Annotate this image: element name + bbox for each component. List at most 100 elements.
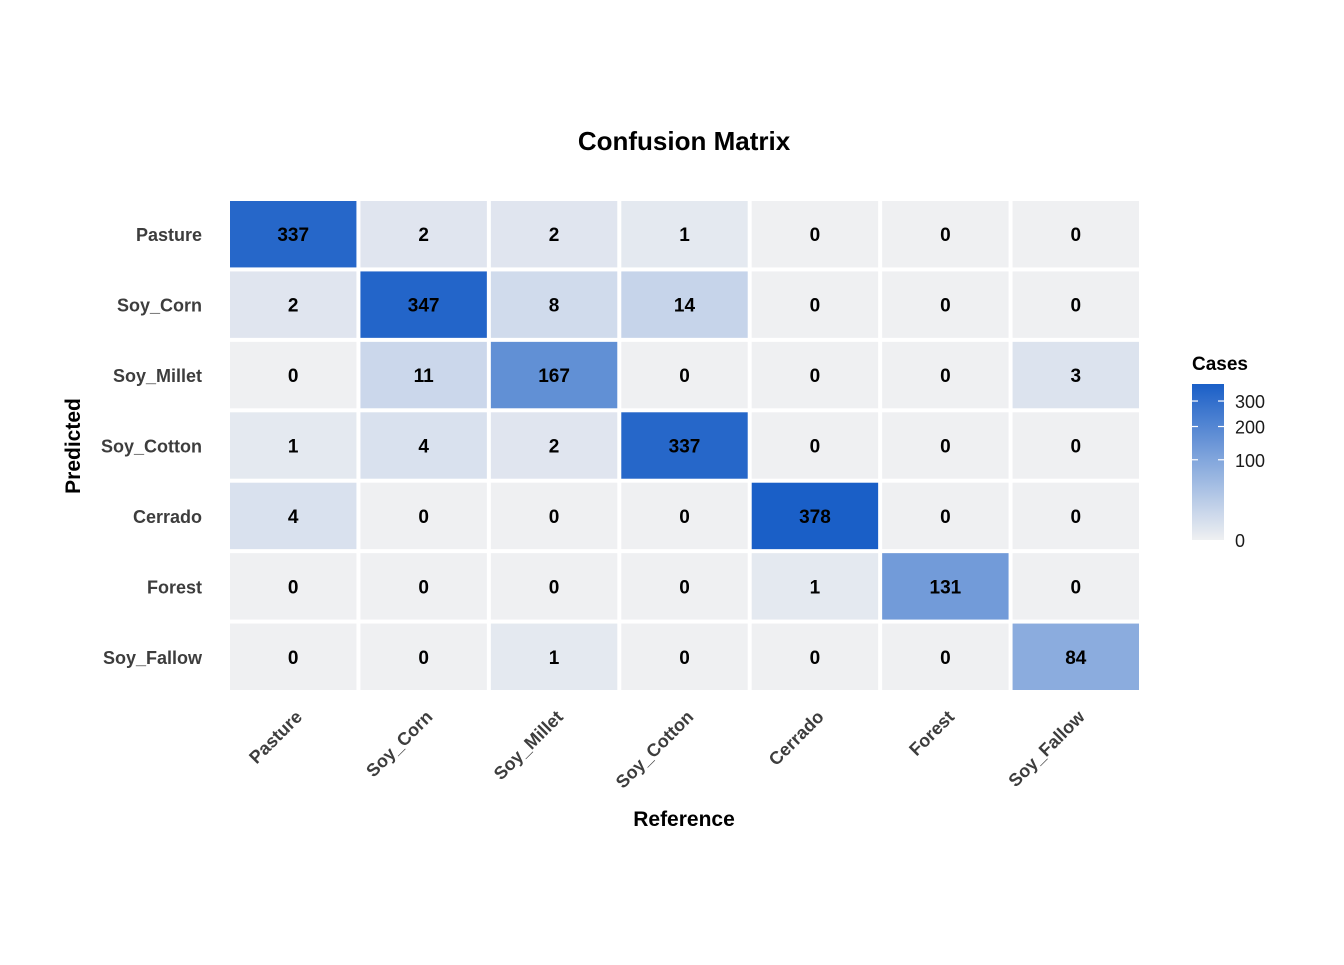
- x-tick-label: Pasture: [245, 707, 306, 768]
- cell-value-label: 0: [940, 507, 951, 528]
- heatmap-cell: [1012, 271, 1139, 338]
- y-tick-label: Cerrado: [133, 507, 202, 527]
- y-tick-label: Soy_Millet: [113, 366, 202, 386]
- y-tick-label: Soy_Cotton: [101, 437, 202, 457]
- legend-colorbar: [1192, 384, 1224, 540]
- cell-value-label: 347: [408, 296, 440, 317]
- cell-value-label: 0: [940, 648, 951, 669]
- heatmap-cell: [621, 553, 748, 620]
- heatmap-cell: [882, 623, 1009, 690]
- heatmap-cell: [360, 553, 487, 620]
- heatmap-cell: [882, 271, 1009, 338]
- y-axis-title: Predicted: [62, 398, 85, 494]
- heatmap-cell: [360, 623, 487, 690]
- heatmap-cell: [360, 412, 487, 479]
- cell-value-label: 1: [810, 577, 821, 598]
- heatmap-cell: [882, 553, 1009, 620]
- heatmap-cells: [230, 201, 1139, 690]
- heatmap-cell: [1012, 553, 1139, 620]
- heatmap-cell: [1012, 412, 1139, 479]
- heatmap-cell: [360, 271, 487, 338]
- cell-value-label: 0: [679, 507, 690, 528]
- heatmap-cell: [490, 271, 618, 338]
- x-tick-label: Soy_Fallow: [1004, 706, 1089, 791]
- cell-value-label: 0: [810, 648, 821, 669]
- cell-value-label: 0: [1070, 577, 1081, 598]
- heatmap-cell: [1012, 623, 1139, 690]
- cell-value-label: 167: [538, 366, 570, 387]
- legend: Cases 0 100 200 300: [1192, 354, 1265, 551]
- cell-value-label: 131: [930, 577, 962, 598]
- heatmap-cell: [230, 553, 357, 620]
- cell-value-label: 1: [288, 437, 299, 458]
- cell-value-label: 14: [674, 296, 696, 317]
- cell-value-label: 0: [418, 577, 429, 598]
- x-tick-label: Soy_Corn: [362, 707, 436, 781]
- cell-value-label: 0: [940, 366, 951, 387]
- heatmap-cell: [621, 412, 748, 479]
- cell-value-label: 0: [1070, 507, 1081, 528]
- cell-value-label: 2: [418, 225, 429, 246]
- heatmap-cell: [621, 623, 748, 690]
- cell-value-label: 0: [810, 437, 821, 458]
- cell-value-label: 0: [288, 648, 299, 669]
- legend-title: Cases: [1192, 354, 1248, 375]
- heatmap-cell: [230, 482, 357, 550]
- heatmap-cell: [1012, 341, 1139, 409]
- cell-value-label: 0: [940, 296, 951, 317]
- cell-value-label: 337: [669, 437, 701, 458]
- heatmap-cell: [490, 623, 618, 690]
- cell-value-label: 378: [799, 507, 831, 528]
- cell-value-label: 337: [277, 225, 309, 246]
- heatmap-cell: [751, 623, 879, 690]
- chart-title: Confusion Matrix: [578, 126, 791, 156]
- heatmap-cell: [230, 201, 357, 268]
- heatmap-cell: [230, 341, 357, 409]
- heatmap-cell: [621, 201, 748, 268]
- cell-value-label: 0: [549, 577, 560, 598]
- cell-value-label: 84: [1065, 648, 1087, 669]
- cell-value-label: 0: [549, 507, 560, 528]
- heatmap-cell: [360, 482, 487, 550]
- cell-value-label: 8: [549, 296, 560, 317]
- x-tick-label: Forest: [905, 707, 958, 760]
- heatmap-cell: [621, 341, 748, 409]
- cell-value-label: 0: [679, 648, 690, 669]
- legend-tick-label: 100: [1235, 451, 1265, 471]
- x-tick-label: Soy_Cotton: [612, 707, 698, 793]
- heatmap-cell: [1012, 482, 1139, 550]
- cell-value-labels: 337 2 2 1 0 0 02 347 8 14 0 0 00 11 167 0 0 0 31 4 2 337 0 0 04 0…: [277, 225, 1086, 669]
- cell-value-label: 0: [679, 366, 690, 387]
- x-axis-tick-labels: Pasture Soy_Corn Soy_Millet Soy_Cotton Cerra…: [245, 706, 1089, 792]
- heatmap-cell: [490, 201, 618, 268]
- cell-value-label: 4: [288, 507, 299, 528]
- cell-value-label: 0: [418, 507, 429, 528]
- cell-value-label: 2: [549, 225, 560, 246]
- heatmap-cell: [1012, 201, 1139, 268]
- legend-ticks: 0 100 200 300: [1192, 392, 1265, 551]
- heatmap-cell: [621, 482, 748, 550]
- cell-value-label: 0: [810, 296, 821, 317]
- cell-value-label: 4: [418, 437, 429, 458]
- heatmap-cell: [230, 623, 357, 690]
- heatmap-cell: [751, 553, 879, 620]
- legend-tick-label: 200: [1235, 418, 1265, 438]
- x-tick-label: Soy_Millet: [490, 707, 567, 784]
- cell-value-label: 0: [1070, 225, 1081, 246]
- cell-value-label: 0: [810, 225, 821, 246]
- heatmap-cell: [490, 482, 618, 550]
- cell-value-label: 0: [1070, 296, 1081, 317]
- heatmap-cell: [751, 341, 879, 409]
- legend-tick-label: 0: [1235, 531, 1245, 551]
- x-tick-label: Cerrado: [765, 707, 828, 770]
- heatmap-cell: [360, 201, 487, 268]
- cell-value-label: 0: [940, 225, 951, 246]
- heatmap-cell: [882, 201, 1009, 268]
- cell-value-label: 1: [549, 648, 560, 669]
- cell-value-label: 2: [288, 296, 299, 317]
- heatmap-cell: [751, 271, 879, 338]
- cell-value-label: 0: [940, 437, 951, 458]
- x-axis-title: Reference: [633, 808, 735, 831]
